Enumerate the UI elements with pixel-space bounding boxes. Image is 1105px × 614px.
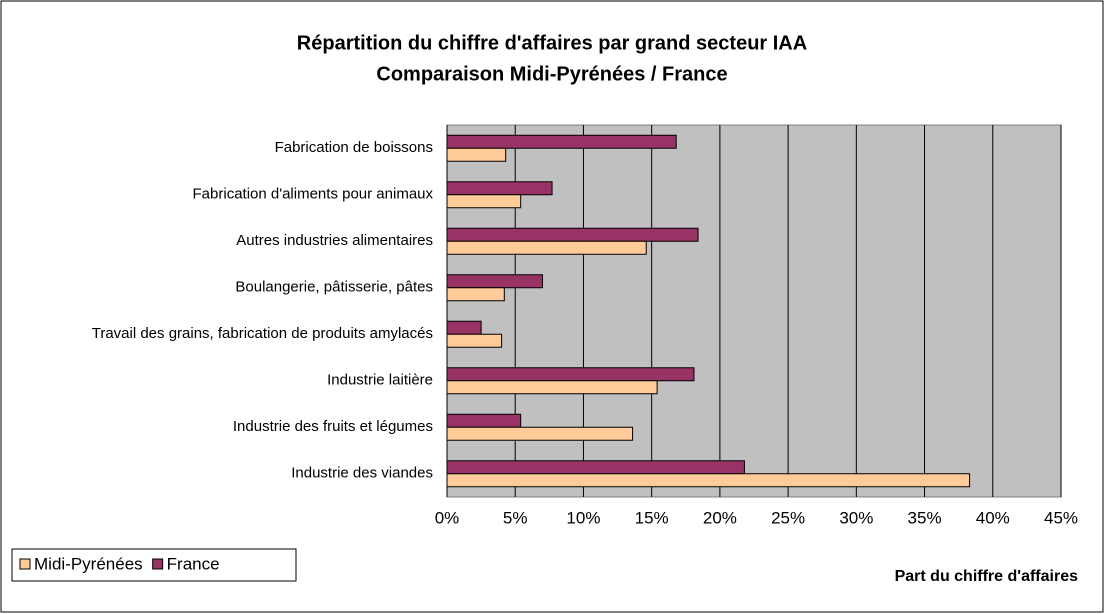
bar	[446, 274, 544, 289]
bar	[446, 147, 507, 162]
x-tick-label: 30%	[839, 508, 873, 527]
x-tick-label: 40%	[976, 508, 1010, 527]
x-axis-label: Part du chiffre d'affaires	[895, 568, 1079, 585]
x-tick-label: 25%	[771, 508, 805, 527]
x-tick-label: 10%	[566, 508, 600, 527]
y-tick-label: Boulangerie, pâtisserie, pâtes	[235, 279, 433, 296]
bar	[446, 380, 658, 395]
bar	[446, 413, 522, 428]
y-tick-label: Industrie des fruits et légumes	[233, 418, 433, 435]
bar	[446, 227, 699, 242]
y-tick-label: Travail des grains, fabrication de produ…	[92, 325, 433, 342]
bar	[446, 181, 553, 196]
bar	[446, 194, 522, 209]
x-tick-label: 0%	[435, 508, 460, 527]
legend-swatch	[19, 558, 31, 570]
y-tick-label: Industrie des viandes	[291, 465, 433, 482]
x-tick-label: 15%	[635, 508, 669, 527]
bar	[446, 320, 482, 335]
bar	[446, 473, 971, 488]
chart-subtitle: Comparaison Midi-Pyrénées / France	[376, 63, 727, 85]
bar	[446, 367, 695, 382]
y-tick-label: Fabrication d'aliments pour animaux	[193, 186, 434, 203]
bar	[446, 460, 745, 475]
bar	[446, 240, 647, 255]
legend-label: France	[167, 554, 220, 573]
plot-area	[446, 124, 1062, 498]
bar	[446, 134, 677, 149]
bar	[446, 333, 503, 348]
y-tick-label: Autres industries alimentaires	[236, 232, 433, 249]
y-tick-label: Fabrication de boissons	[275, 139, 433, 156]
chart-title: Répartition du chiffre d'affaires par gr…	[297, 32, 807, 54]
legend-label: Midi-Pyrénées	[34, 554, 143, 573]
x-tick-label: 20%	[703, 508, 737, 527]
x-tick-label: 35%	[908, 508, 942, 527]
x-tick-label: 45%	[1044, 508, 1078, 527]
bar	[446, 287, 505, 302]
legend-swatch	[152, 558, 164, 570]
y-tick-label: Industrie laitière	[327, 372, 433, 389]
x-tick-label: 5%	[503, 508, 528, 527]
bar	[446, 426, 634, 441]
